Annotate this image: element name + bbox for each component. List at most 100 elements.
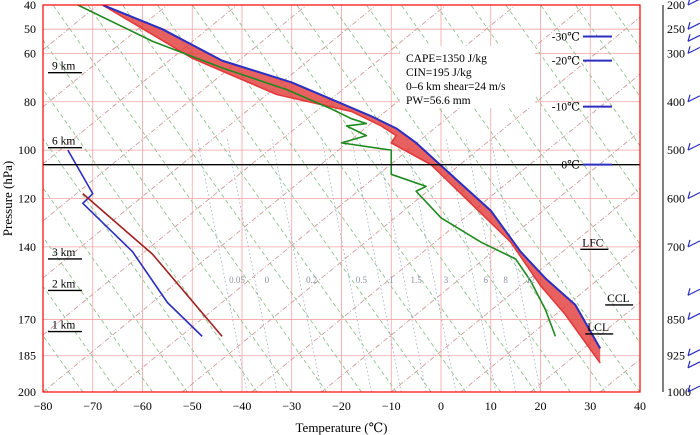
mixing-ratio-line — [465, 137, 517, 392]
mixing-ratio-label: 0.05 — [229, 275, 245, 285]
x-tick-label: −20 — [332, 399, 351, 413]
x-axis-title: Temperature (℃) — [296, 420, 388, 435]
dry-adiabat — [43, 5, 447, 336]
wind-barb — [687, 0, 691, 6]
right-pressure-label: 850 — [667, 312, 685, 326]
right-pressure-label: 600 — [667, 192, 685, 206]
moist-adiabat — [505, 5, 640, 196]
moist-adiabat — [157, 5, 432, 392]
moist-adiabat — [261, 5, 536, 392]
x-tick-label: −10 — [382, 399, 401, 413]
dry-adiabat — [530, 301, 640, 392]
moist-adiabat — [540, 5, 640, 147]
dry-adiabat — [182, 16, 640, 392]
series-line-1 — [102, 5, 602, 349]
wind-barb — [687, 34, 691, 42]
mixing-ratio-label: 1.5 — [411, 275, 423, 285]
wind-barb — [687, 348, 691, 356]
mixing-ratio-line — [405, 137, 457, 392]
x-tick-label: −80 — [34, 399, 53, 413]
mixing-ratio-label: 0.2 — [306, 275, 317, 285]
wind-barb — [687, 239, 691, 248]
moist-adiabat — [296, 5, 571, 392]
dry-adiabat — [460, 244, 640, 392]
wind-barb — [687, 142, 691, 151]
wind-barb — [687, 94, 691, 102]
wind-barb — [687, 22, 691, 30]
height-label: 1 km — [52, 320, 75, 332]
isotherm-label: -10℃ — [552, 102, 580, 114]
moist-adiabat — [226, 5, 502, 392]
mixing-ratio-label: 12 — [526, 275, 535, 285]
mixing-ratio-line — [196, 137, 248, 392]
wind-barb — [687, 361, 700, 369]
moist-adiabat — [43, 137, 223, 392]
mixing-ratio-line — [226, 137, 278, 392]
moist-adiabat — [52, 5, 327, 392]
plot-frame — [42, 4, 641, 393]
height-label: 3 km — [52, 247, 75, 259]
series-line-3 — [67, 149, 203, 337]
y-tick-label: 80 — [24, 95, 36, 109]
right-pressure-label: 250 — [667, 22, 685, 36]
mixing-ratio-label: 1 — [389, 275, 394, 285]
height-label: 2 km — [52, 278, 75, 290]
dry-adiabat — [251, 73, 640, 392]
wind-barb — [687, 0, 700, 6]
mixing-ratio-line — [271, 137, 322, 392]
right-pressure-label: 1000 — [667, 385, 691, 399]
moist-adiabat — [43, 88, 258, 392]
mixing-ratio-label: 0 — [265, 275, 270, 285]
wind-barb — [687, 312, 700, 320]
right-pressure-label: 200 — [667, 0, 685, 12]
dry-adiabat — [321, 130, 640, 392]
x-tick-label: −50 — [183, 399, 202, 413]
wind-barb — [687, 143, 700, 151]
height-label: 6 km — [52, 136, 75, 148]
wind-barb — [687, 191, 691, 199]
dry-adiabat — [112, 5, 586, 392]
series-line-2 — [77, 5, 557, 337]
wind-barb — [687, 312, 691, 320]
y-tick-label: 60 — [24, 46, 36, 60]
y-axis-title: Pressure (hPa) — [0, 161, 15, 236]
y-tick-label: 140 — [18, 240, 36, 254]
stats-line: PW=56.6 mm — [406, 95, 471, 107]
stats-box — [400, 46, 535, 108]
isotherm-label: 0℃ — [561, 160, 580, 172]
wind-barb — [687, 349, 700, 357]
right-pressure-label: 700 — [667, 240, 685, 254]
stats-line: CAPE=1350 J/kg — [406, 53, 487, 65]
y-tick-label: 170 — [18, 312, 36, 326]
mixing-ratio-label: 6 — [484, 275, 489, 285]
x-tick-label: 40 — [634, 399, 646, 413]
wind-barb — [687, 288, 700, 296]
wind-barb — [687, 95, 700, 103]
mixing-ratio-line — [321, 137, 372, 392]
moist-adiabat — [43, 285, 118, 392]
y-tick-label: 200 — [18, 385, 36, 399]
moist-adiabat — [43, 187, 188, 392]
y-tick-label: 100 — [18, 143, 36, 157]
mixing-ratio-line — [375, 137, 427, 392]
level-label: LFC — [582, 237, 603, 249]
right-pressure-label: 500 — [667, 143, 685, 157]
x-tick-label: 0 — [438, 399, 444, 413]
moist-adiabat — [87, 5, 362, 392]
isotherm-label: -30℃ — [552, 31, 580, 43]
mixing-ratio-line — [445, 137, 497, 392]
x-tick-label: 20 — [535, 399, 547, 413]
right-pressure-label: 400 — [667, 95, 685, 109]
wind-barb — [687, 191, 700, 200]
series-line-0 — [102, 5, 601, 364]
isotherm-label: -20℃ — [552, 56, 580, 68]
right-pressure-label: 925 — [667, 349, 685, 363]
dry-adiabat — [390, 187, 640, 392]
series-line-4 — [82, 193, 223, 337]
mixing-ratio-label: 3 — [444, 275, 449, 285]
mixing-ratio-label: 8 — [503, 275, 508, 285]
wind-barb — [687, 384, 691, 393]
wind-barb — [687, 360, 691, 368]
wind-barb — [687, 288, 691, 296]
dry-adiabat — [43, 5, 516, 392]
